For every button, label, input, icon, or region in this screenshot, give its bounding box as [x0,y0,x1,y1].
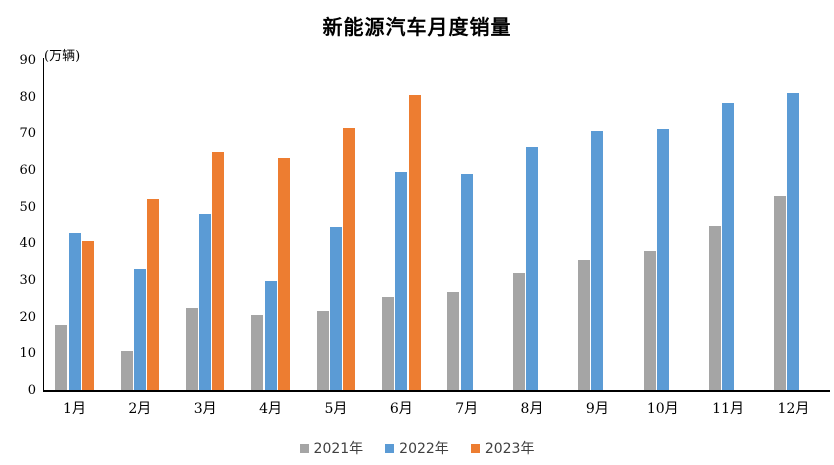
bar-2021年-9月 [578,260,591,391]
bar-2023年-5月 [343,128,356,391]
bar-2021年-6月 [382,297,395,391]
x-axis-line [43,390,830,392]
y-axis-unit-label: (万辆) [44,49,81,64]
bar-2023年-2月 [147,198,160,391]
legend-label-2021: 2021年 [313,441,364,457]
bar-2022年-12月 [787,92,800,391]
bar-2022年-2月 [133,268,146,391]
bar-2022年-4月 [264,281,277,391]
bar-2022年-7月 [460,173,473,391]
y-tick-label: 40 [19,236,36,252]
x-tick-label: 12月 [777,401,810,417]
x-tick-label: 1月 [63,401,86,417]
x-tick-label: 4月 [259,401,283,417]
bar-2022年-1月 [68,232,81,391]
plot-area [43,58,830,392]
legend-item-2021: 2021年 [299,438,364,458]
legend-label-2023: 2023年 [484,441,535,457]
x-tick-label: 7月 [455,401,479,417]
legend-label-2022: 2022年 [399,441,449,457]
bar-2021年-11月 [708,226,721,391]
legend-item-2023: 2023年 [470,438,535,458]
bar-2022年-6月 [395,172,408,391]
x-tick-label: 10月 [646,401,679,417]
bar-2021年-4月 [251,315,264,391]
bar-2021年-12月 [774,196,787,391]
y-tick-label: 80 [19,89,36,105]
y-tick-label: 60 [19,163,36,178]
y-tick-label: 90 [19,53,36,68]
bar-2021年-5月 [316,311,329,391]
x-tick-label: 8月 [520,401,544,417]
y-tick-label: 20 [19,309,36,325]
bar-2022年-3月 [199,213,212,391]
bar-2023年-6月 [408,95,421,391]
bar-2021年-10月 [643,250,656,391]
y-tick-label: 30 [19,273,36,288]
x-tick-label: 6月 [389,401,413,417]
legend-swatch-2022 [385,443,395,453]
y-tick-label: 10 [19,346,36,362]
x-tick-label: 9月 [585,401,609,417]
bar-2021年-3月 [186,308,199,391]
x-tick-label: 11月 [712,401,744,417]
x-tick-label: 3月 [193,401,217,417]
bar-2021年-7月 [447,291,460,391]
bar-2021年-1月 [55,325,68,391]
bar-2023年-3月 [212,151,225,391]
bar-2021年-8月 [512,273,525,391]
bar-2022年-9月 [591,131,604,391]
bar-2022年-10月 [656,129,669,391]
chart-title: 新能源汽车月度销量 [322,15,512,39]
y-tick-label: 50 [19,199,36,215]
bar-2022年-5月 [329,227,342,391]
bar-2023年-4月 [277,157,290,391]
bar-2023年-1月 [81,241,94,391]
x-tick-label: 5月 [324,401,348,417]
bar-2021年-2月 [120,350,133,391]
legend: 2021年 2022年 2023年 [0,438,834,458]
x-tick-label: 2月 [128,401,152,417]
bar-2022年-11月 [722,102,735,391]
y-tick-label: 70 [19,126,36,142]
legend-swatch-2023 [470,443,480,453]
legend-item-2022: 2022年 [385,438,449,458]
legend-swatch-2021 [299,443,309,453]
y-tick-label: 0 [27,383,36,398]
y-axis-line [43,58,44,391]
bar-2022年-8月 [526,146,539,391]
